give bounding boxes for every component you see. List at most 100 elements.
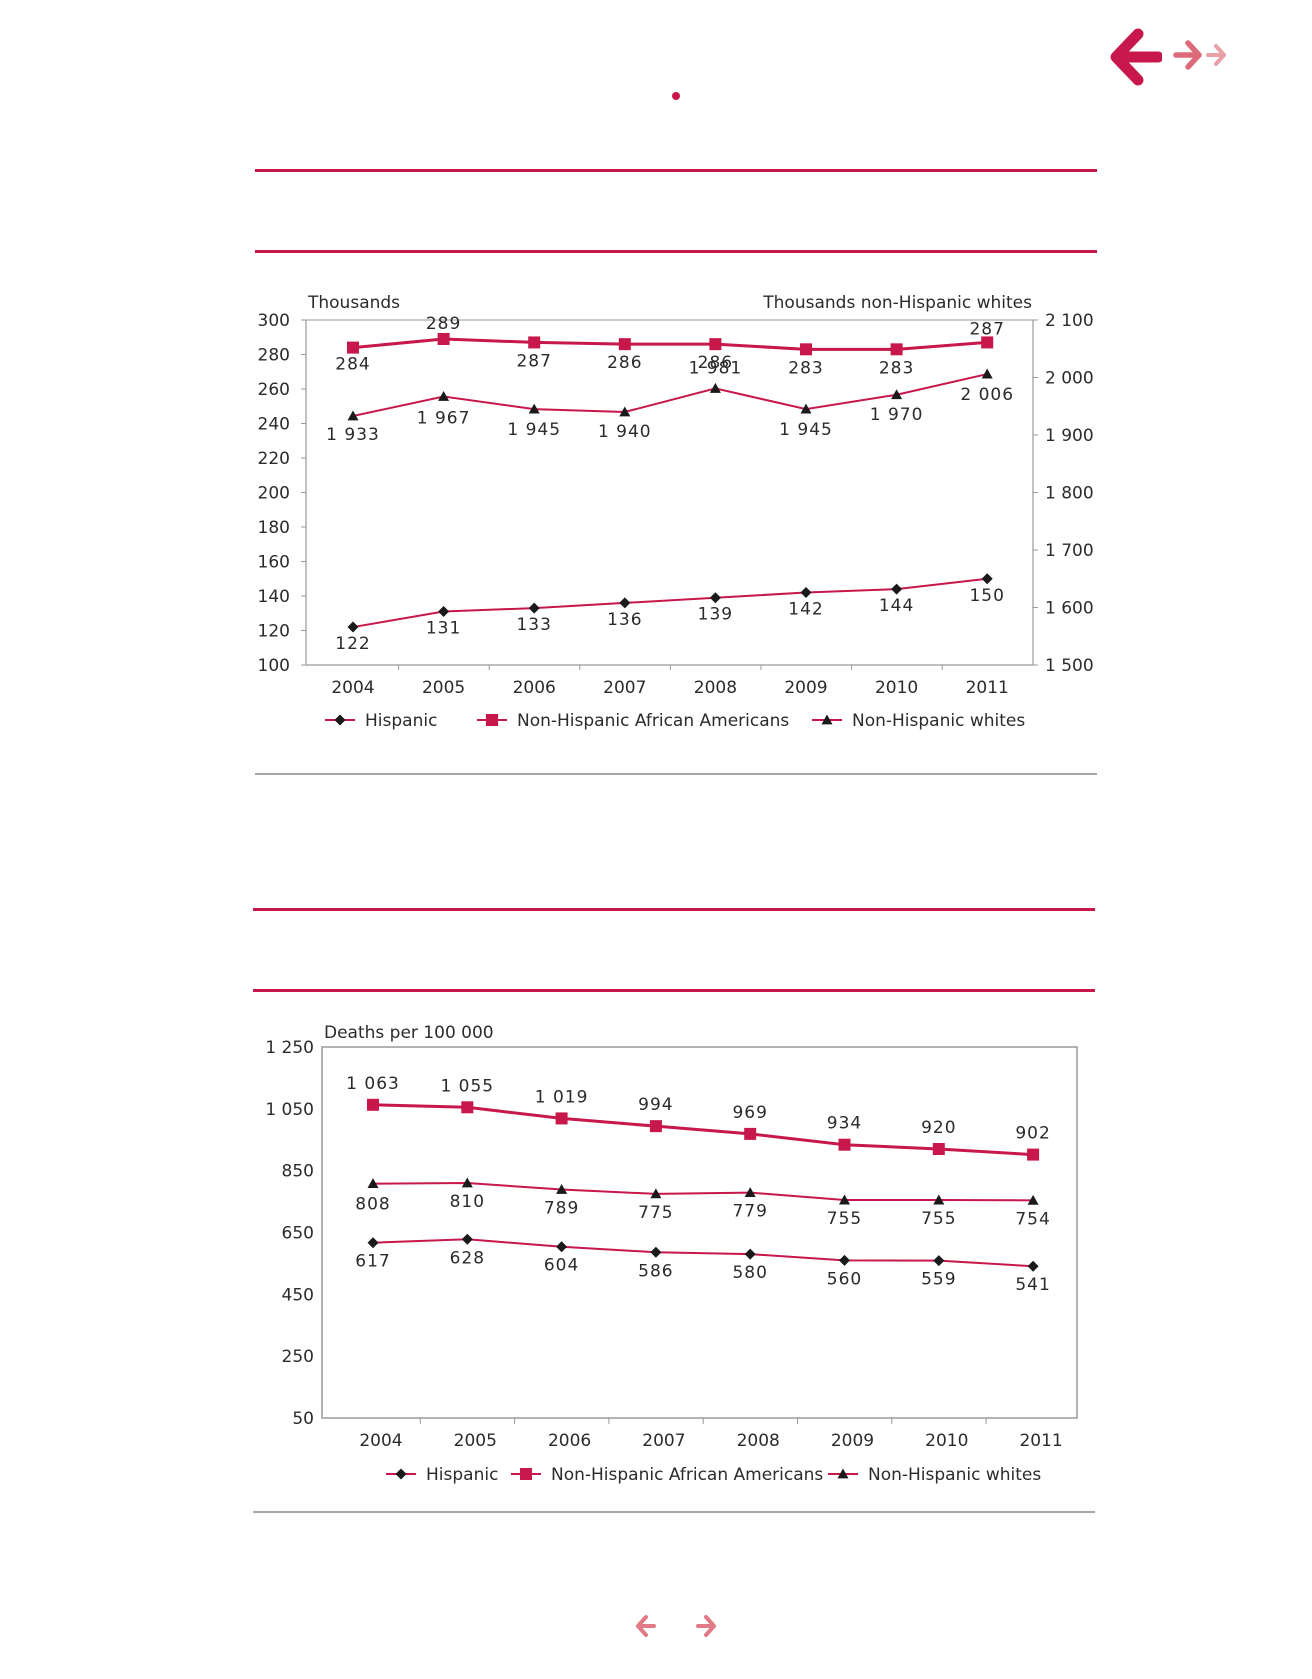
data-label: 969 [732, 1103, 767, 1123]
y-tick-label: 250 [282, 1347, 314, 1367]
data-point [619, 406, 631, 417]
data-point [461, 1177, 473, 1188]
data-point [555, 1112, 568, 1125]
data-point [838, 1138, 851, 1151]
y-tick-label: 1 050 [265, 1100, 314, 1120]
data-label: 284 [335, 355, 370, 375]
x-tick-label: 2004 [359, 1431, 402, 1451]
next-page-button[interactable] [694, 1613, 720, 1639]
data-point [556, 1241, 568, 1253]
x-tick-label: 2011 [966, 678, 1009, 698]
arrow-right-icon [1173, 40, 1202, 70]
y-tick-label: 300 [258, 311, 290, 331]
data-point [438, 390, 450, 401]
data-label: 1 063 [346, 1074, 400, 1094]
y-axis-label: Deaths per 100 000 [324, 1023, 494, 1043]
data-label: 755 [827, 1209, 862, 1229]
data-point [438, 606, 450, 618]
arrow-right-icon [1206, 44, 1226, 66]
data-label: 541 [1015, 1275, 1050, 1295]
data-label: 779 [732, 1202, 767, 1222]
series-line-0 [372, 1238, 1034, 1268]
data-label: 1 981 [689, 358, 743, 378]
prev-page-button[interactable] [632, 1613, 658, 1639]
data-point [367, 1178, 379, 1189]
x-tick-label: 2005 [422, 678, 465, 698]
data-point [1027, 1260, 1039, 1272]
arrow-left-icon [1110, 28, 1164, 86]
data-point [650, 1246, 662, 1258]
legend-label: Hispanic [365, 711, 437, 731]
y-tick-label: 120 [258, 622, 290, 642]
data-point [556, 1184, 568, 1194]
data-label: 1 967 [417, 408, 471, 428]
data-label: 808 [355, 1195, 390, 1215]
series-line-2 [352, 373, 988, 418]
x-tick-label: 2008 [737, 1431, 780, 1451]
data-label: 136 [607, 610, 642, 630]
y-tick-label: 240 [258, 415, 290, 435]
x-tick-label: 2006 [548, 1431, 591, 1451]
y-tick-label: 280 [258, 346, 290, 366]
data-point [933, 1255, 945, 1267]
x-tick-label: 2006 [513, 678, 556, 698]
data-label: 150 [969, 586, 1004, 606]
data-point [709, 592, 721, 604]
data-label: 1 933 [326, 425, 380, 445]
x-tick-label: 2007 [603, 678, 646, 698]
y-tick-label: 100 [258, 656, 290, 676]
data-point [461, 1233, 473, 1245]
last-arrow-button[interactable] [1204, 42, 1230, 68]
data-label: 2 006 [960, 385, 1014, 405]
y-tick-label: 650 [282, 1224, 314, 1244]
data-label: 289 [426, 314, 461, 334]
y-tick-label: 1 250 [265, 1038, 314, 1058]
data-label: 755 [921, 1209, 956, 1229]
data-label: 286 [607, 353, 642, 373]
data-point [347, 341, 359, 354]
y2-tick-label: 1 900 [1045, 426, 1094, 446]
legend-label: Non-Hispanic African Americans [551, 1465, 823, 1485]
data-point [981, 368, 993, 379]
back-arrow-button[interactable] [1108, 28, 1164, 86]
y2-tick-label: 1 500 [1045, 656, 1094, 676]
data-point [1027, 1194, 1039, 1205]
data-point [744, 1127, 757, 1140]
data-point [800, 343, 812, 356]
data-label: 920 [921, 1118, 956, 1138]
data-point [347, 621, 359, 633]
data-point [619, 597, 631, 609]
data-point [839, 1254, 850, 1266]
data-point [709, 382, 721, 393]
data-label: 559 [921, 1270, 956, 1290]
x-tick-label: 2008 [694, 678, 737, 698]
data-point [932, 1143, 945, 1156]
data-label: 286 [698, 353, 733, 373]
forward-arrow-button[interactable] [1172, 38, 1204, 72]
x-tick-label: 2010 [925, 1431, 968, 1451]
data-label: 1 055 [440, 1076, 494, 1096]
y-tick-label: 140 [258, 587, 290, 607]
data-label: 789 [544, 1199, 579, 1219]
series-line-1 [352, 337, 988, 351]
data-label: 283 [788, 358, 823, 378]
legend-label: Non-Hispanic whites [852, 711, 1025, 731]
legend-label: Non-Hispanic African Americans [517, 711, 789, 731]
data-label: 283 [879, 358, 914, 378]
data-point [800, 587, 812, 599]
data-point [437, 332, 450, 345]
data-point [981, 573, 993, 585]
legend-marker [520, 1468, 532, 1480]
data-point [528, 602, 540, 614]
data-label: 287 [969, 319, 1004, 339]
y-tick-label: 160 [258, 553, 290, 573]
section-rule-bottom-2 [253, 989, 1095, 992]
y2-tick-label: 1 600 [1045, 599, 1094, 619]
data-point [367, 1098, 379, 1111]
data-label: 810 [450, 1192, 485, 1212]
x-tick-label: 2010 [875, 678, 918, 698]
y-tick-label: 450 [282, 1285, 314, 1305]
chart-2-bottom-rule [253, 1511, 1095, 1513]
y2-tick-label: 2 100 [1045, 311, 1094, 331]
data-point [347, 410, 359, 421]
